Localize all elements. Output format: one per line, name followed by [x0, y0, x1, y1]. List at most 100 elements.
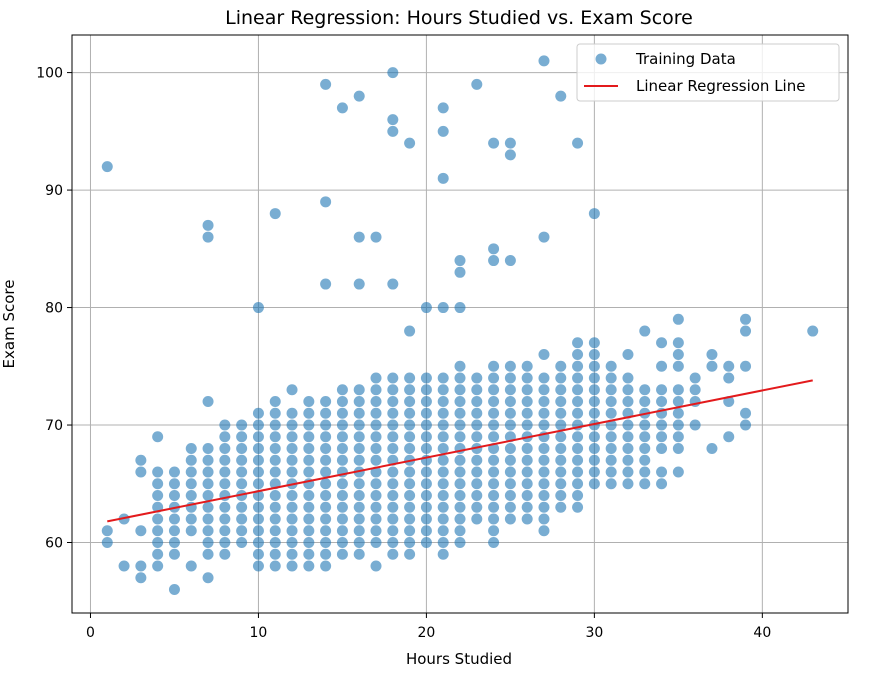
data-point [387, 548, 399, 560]
data-point [168, 466, 180, 478]
data-point [639, 396, 651, 408]
data-point [521, 360, 533, 372]
data-point [185, 560, 197, 572]
data-point [471, 431, 483, 443]
data-point [639, 454, 651, 466]
data-point [252, 443, 264, 455]
x-tick-label: 40 [753, 625, 771, 641]
data-point [320, 407, 332, 419]
data-point [639, 478, 651, 490]
x-tick-label: 20 [417, 625, 435, 641]
data-point [286, 490, 298, 502]
data-point [437, 172, 449, 184]
data-point [420, 407, 432, 419]
data-point [437, 513, 449, 525]
data-point [236, 431, 248, 443]
data-point [504, 478, 516, 490]
data-point [152, 537, 164, 549]
data-point [504, 513, 516, 525]
data-point [420, 302, 432, 314]
data-point [303, 525, 315, 537]
data-point [555, 431, 567, 443]
data-point [420, 513, 432, 525]
data-point [252, 548, 264, 560]
data-point [202, 454, 214, 466]
data-point [404, 466, 416, 478]
data-point [320, 419, 332, 431]
data-point [286, 419, 298, 431]
data-point [521, 490, 533, 502]
data-point [219, 478, 231, 490]
data-point [135, 560, 147, 572]
data-point [236, 419, 248, 431]
data-point [521, 384, 533, 396]
data-point [723, 431, 735, 443]
data-point [672, 419, 684, 431]
data-point [622, 396, 634, 408]
data-point [488, 466, 500, 478]
data-point [807, 325, 819, 337]
data-point [454, 255, 466, 267]
data-point [269, 454, 281, 466]
data-point [370, 513, 382, 525]
data-point [236, 466, 248, 478]
data-point [572, 349, 584, 361]
data-point [320, 490, 332, 502]
data-point [538, 443, 550, 455]
data-point [320, 196, 332, 208]
data-point [437, 478, 449, 490]
regression-line [107, 379, 813, 523]
data-point [488, 372, 500, 384]
data-point [437, 537, 449, 549]
data-point [336, 407, 348, 419]
data-point [252, 454, 264, 466]
data-point [555, 501, 567, 513]
data-point [404, 431, 416, 443]
data-point [555, 478, 567, 490]
data-point [303, 454, 315, 466]
data-point [152, 490, 164, 502]
data-point [202, 548, 214, 560]
data-point [504, 490, 516, 502]
data-point [555, 372, 567, 384]
data-point [672, 384, 684, 396]
data-point [672, 443, 684, 455]
data-point [454, 454, 466, 466]
data-point [437, 419, 449, 431]
data-point [437, 548, 449, 560]
data-point [454, 490, 466, 502]
data-point [202, 490, 214, 502]
data-point [185, 478, 197, 490]
data-point [521, 419, 533, 431]
data-point [572, 372, 584, 384]
chart-title: Linear Regression: Hours Studied vs. Exa… [225, 7, 693, 29]
data-point [588, 443, 600, 455]
data-point [387, 501, 399, 513]
data-point [336, 396, 348, 408]
data-point [420, 372, 432, 384]
data-point [236, 537, 248, 549]
regression-line-group [107, 379, 813, 523]
data-point [740, 419, 752, 431]
data-point [454, 302, 466, 314]
data-point [303, 490, 315, 502]
data-point [286, 443, 298, 455]
data-point [219, 513, 231, 525]
data-point [639, 419, 651, 431]
data-point [320, 431, 332, 443]
data-point [404, 443, 416, 455]
legend-label-regression-line: Linear Regression Line [636, 77, 805, 95]
data-point [404, 396, 416, 408]
data-point [437, 454, 449, 466]
data-point [656, 466, 668, 478]
data-point [437, 490, 449, 502]
data-point [538, 513, 550, 525]
data-point [555, 90, 567, 102]
data-point [420, 537, 432, 549]
data-point [286, 513, 298, 525]
data-point [605, 419, 617, 431]
data-point [689, 384, 701, 396]
data-point [437, 501, 449, 513]
data-point [320, 501, 332, 513]
data-point [504, 407, 516, 419]
